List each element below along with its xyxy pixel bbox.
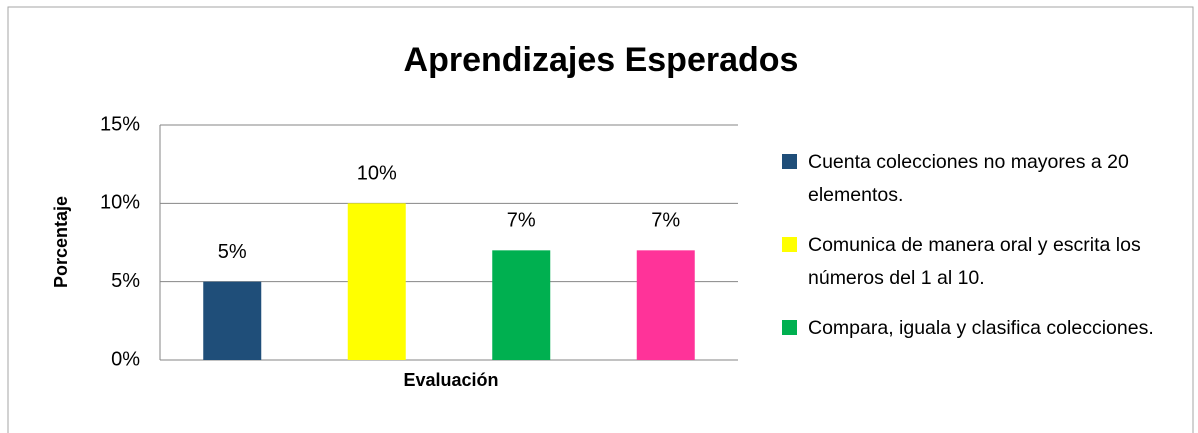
y-tick-label: 10%	[100, 192, 140, 214]
x-axis-label: Evaluación	[403, 370, 498, 390]
legend-swatch	[782, 154, 797, 169]
legend-item: Comunica de manera oral y escrita los nú…	[782, 229, 1162, 312]
bar	[492, 250, 551, 360]
legend-swatch	[782, 237, 797, 252]
chart-title: Aprendizajes Esperados	[404, 41, 799, 79]
y-tick-label: 0%	[111, 348, 140, 370]
y-axis-label: Porcentaje	[51, 196, 71, 288]
legend-label: Cuenta colecciones no mayores a 20 eleme…	[808, 151, 1129, 206]
data-label: 7%	[507, 210, 536, 232]
legend: Cuenta colecciones no mayores a 20 eleme…	[782, 146, 1162, 395]
bar	[347, 203, 406, 360]
legend-item: Cuenta colecciones no mayores a 20 eleme…	[782, 146, 1162, 229]
legend-label: Compara, iguala y clasifica colecciones.	[808, 317, 1154, 339]
chart-border	[7, 6, 1194, 433]
legend-label: Comunica de manera oral y escrita los nú…	[808, 234, 1141, 289]
y-tick-label: 15%	[100, 113, 140, 135]
data-label: 7%	[651, 210, 680, 232]
data-label: 10%	[357, 163, 397, 185]
bar	[636, 250, 695, 360]
data-label: 5%	[218, 241, 247, 263]
legend-item: Compara, iguala y clasifica colecciones.	[782, 312, 1162, 395]
y-tick-label: 5%	[111, 270, 140, 292]
bar	[203, 281, 262, 360]
legend-swatch	[782, 320, 797, 335]
